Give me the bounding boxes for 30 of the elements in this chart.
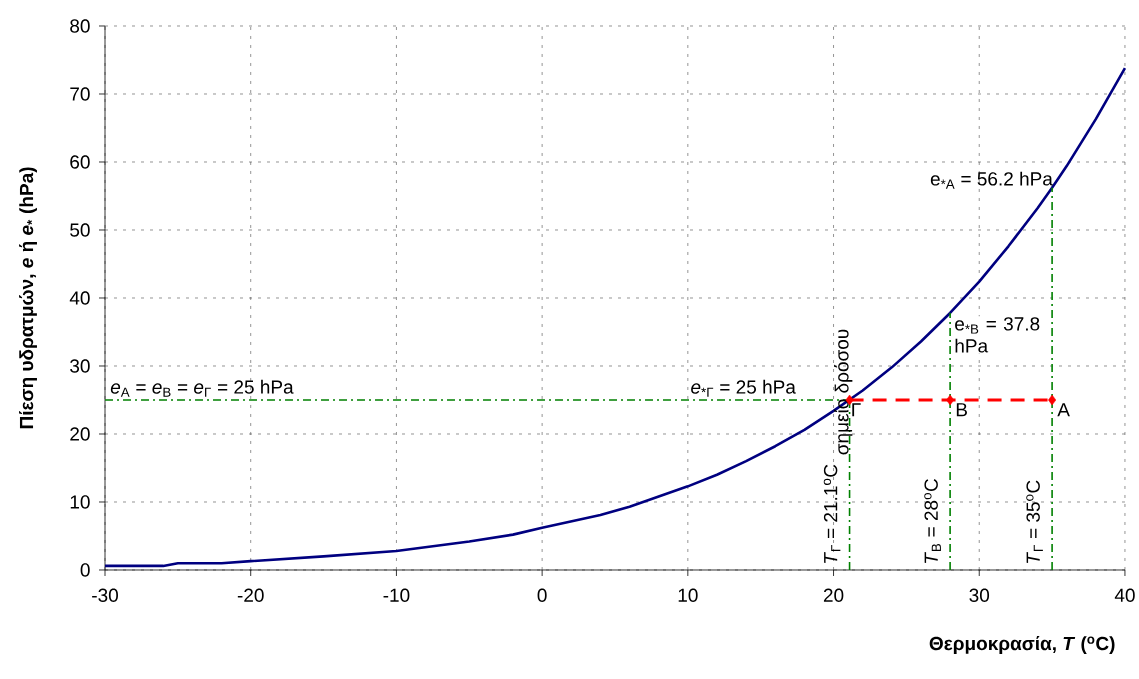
x-tick-label: 10 [678, 588, 698, 602]
x-tick-label: -30 [92, 588, 118, 602]
text: e$_{A}$ = e$_{B}$ = e$_{Γ}$ = 25 hPa [110, 379, 294, 397]
annotation: e$_{*A}$ = 56.2 hPa [930, 171, 1053, 189]
annotation: σημείο δρόσου [834, 329, 853, 455]
x-tick-label: 0 [537, 588, 547, 602]
annotation: T$_{Γ}$ = 35$^{o}$C [1026, 480, 1043, 564]
y-tick-label: 50 [70, 223, 90, 237]
x-tick-label: -20 [237, 588, 264, 602]
annotation: e$_{*B}$ = 37.8 hPa [955, 317, 1040, 353]
y-tick-label: 70 [70, 87, 90, 101]
y-tick-label: 80 [70, 19, 90, 33]
annotation: Β [956, 403, 967, 417]
y-tick-label: 20 [70, 427, 90, 441]
y-axis-title: Πίεση υδρατμών, e ή e$_{*}$ (hPa) [19, 167, 37, 429]
x-tick-label: 30 [969, 588, 990, 602]
x-tick-label: -10 [383, 588, 410, 602]
annotation: e$_{*Γ}$ = 25 hPa [691, 379, 796, 397]
x-tick-label: 40 [1114, 588, 1135, 602]
annotation: T$_{B}$ = 28$^{o}$C [924, 479, 941, 564]
y-tick-label: 10 [70, 495, 90, 509]
y-tick-label: 60 [70, 155, 90, 169]
y-tick-label: 30 [70, 359, 90, 373]
y-tick-label: 0 [80, 563, 90, 577]
x-axis-title: Θερμοκρασία, T ($^{o}$C) [929, 636, 1115, 654]
annotation: T$_{Γ}$ = 21.1$^{o}$C [823, 464, 841, 564]
annotation: Α [1057, 403, 1070, 417]
annotation: Γ [852, 403, 861, 417]
x-tick-label: 20 [823, 588, 844, 602]
y-tick-label: 40 [69, 291, 90, 305]
